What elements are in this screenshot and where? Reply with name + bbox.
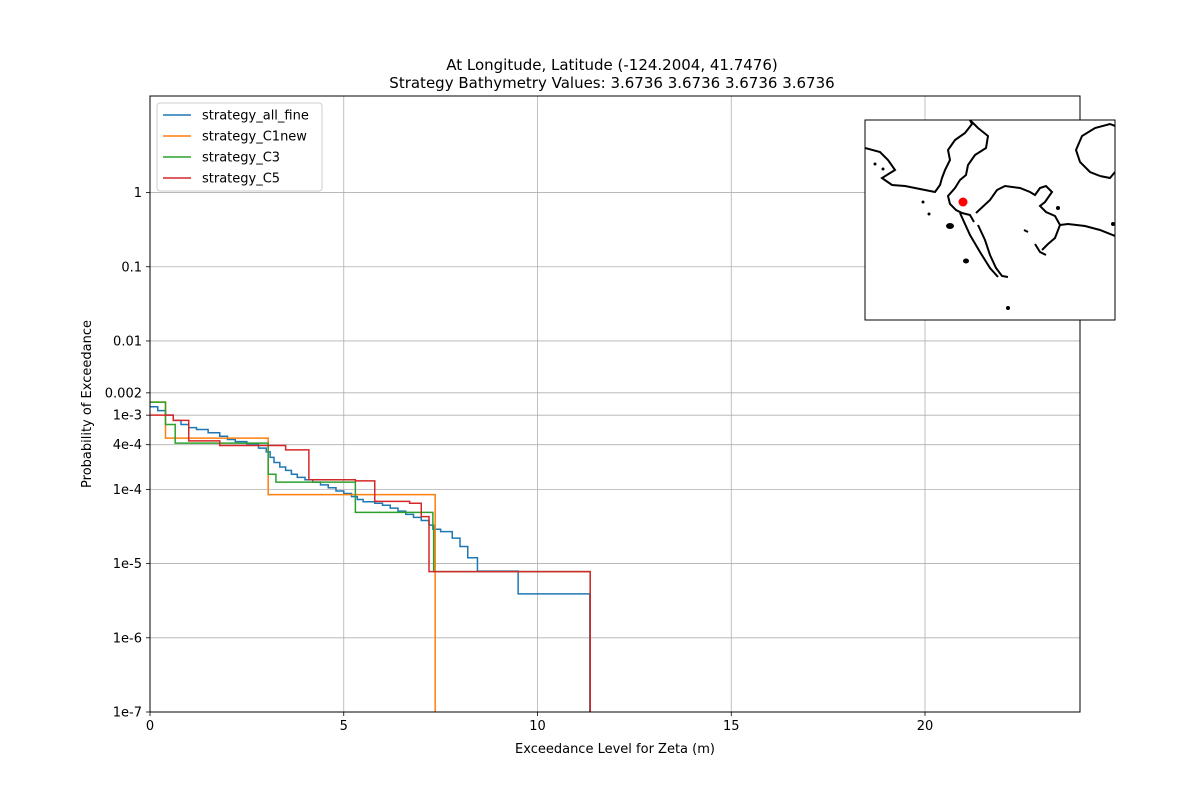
x-tick-label: 5 xyxy=(340,719,348,734)
y-tick-label: 0.002 xyxy=(105,386,142,401)
series-line-strategy_all_fine xyxy=(150,405,591,712)
inset-map-frame xyxy=(864,119,1116,321)
series-group xyxy=(150,401,591,712)
y-tick-label: 0.01 xyxy=(113,334,142,349)
y-tick-label: 4e-4 xyxy=(113,438,142,453)
coastline xyxy=(865,120,1115,278)
y-tick-label: 1e-6 xyxy=(113,631,142,646)
chart-subtitle: Strategy Bathymetry Values: 3.6736 3.673… xyxy=(389,74,834,92)
islands xyxy=(873,162,1115,310)
y-axis-label: Probability of Exceedance xyxy=(80,320,95,488)
x-ticks: 0 5 10 15 20 xyxy=(146,712,933,734)
y-tick-label: 1e-7 xyxy=(113,706,142,721)
legend-label: strategy_all_fine xyxy=(202,109,309,124)
y-tick-label: 1e-3 xyxy=(113,409,142,424)
y-tick-label: 1e-4 xyxy=(113,483,142,498)
y-tick-label: 1e-5 xyxy=(113,557,142,572)
x-tick-label: 0 xyxy=(146,719,154,734)
x-axis-label: Exceedance Level for Zeta (m) xyxy=(515,742,715,757)
inset-map xyxy=(864,119,1116,321)
legend-label: strategy_C5 xyxy=(202,172,280,187)
y-ticks: 1 0.1 0.01 0.002 1e-3 4e-4 1e-4 1e-5 1e-6 1e-7 xyxy=(105,186,150,721)
x-tick-label: 15 xyxy=(723,719,740,734)
x-tick-label: 10 xyxy=(529,719,546,734)
location-marker xyxy=(958,197,968,207)
y-tick-label: 0.1 xyxy=(121,260,142,275)
legend-label: strategy_C1new xyxy=(202,130,307,145)
legend: strategy_all_fine strategy_C1new strategy_… xyxy=(156,102,323,192)
legend-box xyxy=(156,102,323,192)
series-line-strategy_C5 xyxy=(150,414,591,712)
legend-label: strategy_C3 xyxy=(202,151,280,166)
y-tick-label: 1 xyxy=(134,186,142,201)
chart-title: At Longitude, Latitude (-124.2004, 41.74… xyxy=(446,56,778,74)
x-tick-label: 20 xyxy=(917,719,934,734)
axes-frame xyxy=(149,95,1081,713)
